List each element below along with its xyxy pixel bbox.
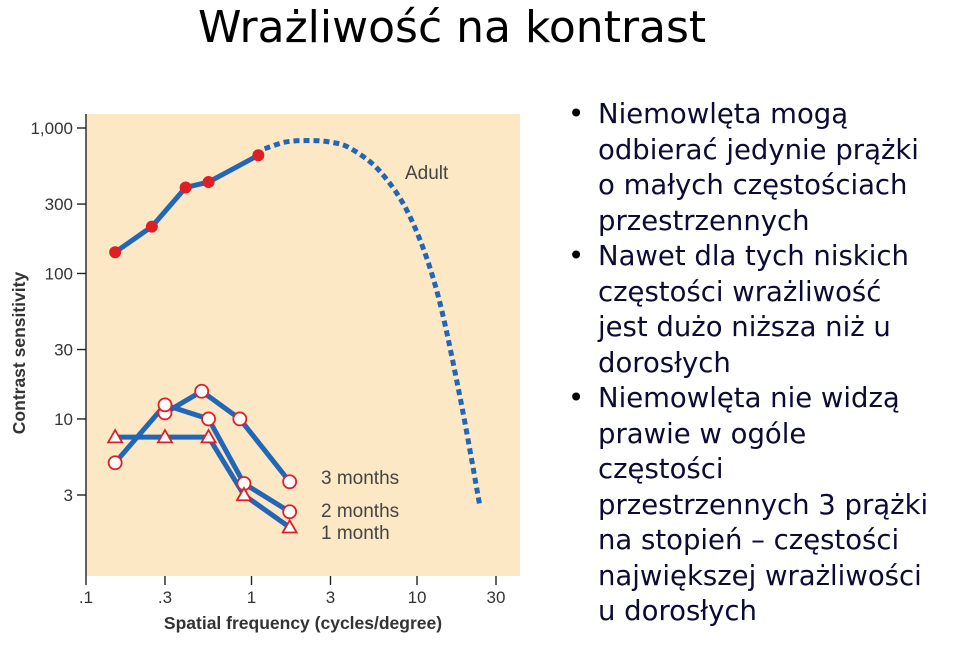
x-tick-label: 10 <box>408 588 427 607</box>
contrast-sensitivity-chart: 1,000 300 100 30 10 3 .1 .3 1 3 10 30 Adult 3 mont… <box>0 108 540 638</box>
data-point <box>156 428 174 444</box>
y-tick-label: 1,000 <box>30 119 73 138</box>
bullet-line: jest dużo niższa niż u <box>598 311 891 343</box>
data-point <box>109 246 122 259</box>
x-tick-label: 30 <box>487 588 506 607</box>
bullet-line: na stopień – częstości <box>598 524 900 556</box>
data-point <box>201 411 216 427</box>
plot-background <box>86 114 520 576</box>
x-axis-label: Spatial frequency (cycles/degree) <box>164 613 442 633</box>
data-point <box>107 455 123 471</box>
slide-title: Wrażliwość na kontrast <box>198 2 707 53</box>
data-point <box>157 397 173 413</box>
bullet-line: prawie w ogóle <box>598 417 807 450</box>
series-label-2-months: 2 months <box>321 501 399 522</box>
data-point <box>202 176 215 189</box>
x-tick-label: .1 <box>79 588 93 607</box>
y-axis-label: Contrast sensitivity <box>9 272 29 435</box>
y-tick-label: 300 <box>45 195 73 214</box>
data-point <box>281 518 299 534</box>
series-label-adult: Adult <box>405 163 449 184</box>
data-point <box>232 411 248 427</box>
bullet-line: przestrzennych <box>598 204 810 237</box>
series-line <box>263 138 483 507</box>
data-point <box>194 383 210 399</box>
bullet-line: odbierać jedynie prążki <box>598 133 919 166</box>
chart-svg: 1,000 300 100 30 10 3 .1 .3 1 3 10 30 Adult 3 mont… <box>9 114 520 633</box>
y-tick-label: 30 <box>54 341 73 360</box>
y-tick-label: 3 <box>64 486 73 505</box>
marker-layer <box>106 149 299 534</box>
y-tick-label: 10 <box>54 410 73 429</box>
series-label-3-months: 3 months <box>321 468 399 489</box>
bullet-line: częstości wrażliwość <box>598 275 882 308</box>
bullet-line: przestrzennych 3 prążki <box>598 488 929 521</box>
bullet-line: częstości <box>598 453 724 485</box>
data-point <box>282 474 298 490</box>
data-point <box>252 149 265 162</box>
x-tick-label: .3 <box>158 588 172 607</box>
bullet-line: dorosłych <box>598 346 731 379</box>
x-tick-label: 1 <box>247 588 256 607</box>
data-point <box>179 181 192 194</box>
y-ticks: 1,000 300 100 30 10 3 <box>30 119 86 505</box>
data-point <box>145 220 158 233</box>
series-line <box>162 388 293 485</box>
data-point <box>106 428 124 444</box>
x-tick-label: 3 <box>326 588 335 607</box>
data-point <box>282 504 298 520</box>
x-ticks: .1 .3 1 3 10 30 <box>79 576 506 607</box>
bullet-line: o małych częstościach <box>598 169 908 201</box>
y-tick-label: 100 <box>45 264 73 283</box>
bullet-line: Niemowlęta nie widzą <box>598 382 900 414</box>
data-point <box>235 486 253 502</box>
bullet-line: największej wrażliwości <box>598 559 922 592</box>
data-point <box>199 428 218 444</box>
bullet-line: Niemowlęta mogą <box>598 98 849 130</box>
bullet-line: u dorosłych <box>598 595 757 627</box>
series-label-1-month: 1 month <box>321 523 390 544</box>
bullet-line: Nawet dla tych niskich <box>598 240 909 272</box>
